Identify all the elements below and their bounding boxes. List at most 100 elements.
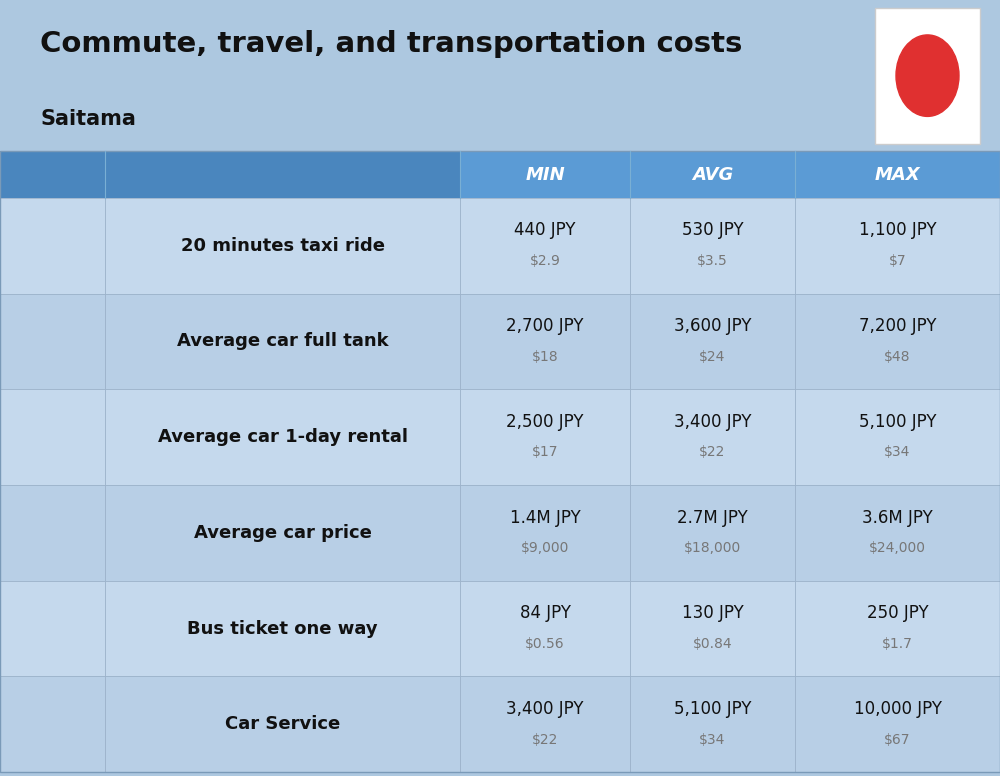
FancyBboxPatch shape — [35, 226, 69, 234]
Text: $22: $22 — [532, 733, 558, 747]
Circle shape — [24, 456, 35, 467]
Text: $34: $34 — [699, 733, 726, 747]
FancyBboxPatch shape — [10, 520, 95, 559]
FancyBboxPatch shape — [26, 509, 79, 532]
FancyBboxPatch shape — [33, 514, 72, 528]
Text: 440 JPY: 440 JPY — [514, 221, 576, 240]
Text: Average car price: Average car price — [194, 524, 371, 542]
Text: $34: $34 — [884, 445, 911, 459]
Text: 1.4M JPY: 1.4M JPY — [510, 508, 580, 527]
Circle shape — [22, 255, 41, 272]
Circle shape — [24, 549, 35, 560]
Text: $22: $22 — [699, 445, 726, 459]
Text: $0.84: $0.84 — [693, 637, 732, 651]
Text: 250 JPY: 250 JPY — [867, 605, 928, 622]
FancyBboxPatch shape — [9, 604, 96, 656]
Circle shape — [70, 746, 81, 756]
Text: 130 JPY: 130 JPY — [682, 605, 743, 622]
Text: $18,000: $18,000 — [684, 541, 741, 555]
Circle shape — [18, 646, 37, 663]
Circle shape — [19, 452, 40, 472]
FancyBboxPatch shape — [16, 626, 26, 642]
FancyBboxPatch shape — [33, 715, 72, 728]
Text: 10,000 JPY: 10,000 JPY — [854, 700, 942, 718]
Text: MAX: MAX — [875, 165, 920, 184]
Circle shape — [70, 549, 81, 560]
Circle shape — [68, 258, 79, 268]
Text: $2.9: $2.9 — [530, 254, 560, 268]
Text: $0.56: $0.56 — [525, 637, 565, 651]
Text: 530 JPY: 530 JPY — [682, 221, 743, 240]
FancyBboxPatch shape — [40, 544, 65, 553]
Text: MIN: MIN — [525, 165, 565, 184]
FancyBboxPatch shape — [875, 8, 980, 144]
FancyBboxPatch shape — [30, 426, 51, 439]
Text: Saitama: Saitama — [40, 109, 136, 129]
Text: $24: $24 — [699, 350, 726, 364]
FancyBboxPatch shape — [31, 320, 57, 333]
FancyBboxPatch shape — [13, 642, 92, 653]
FancyBboxPatch shape — [10, 431, 95, 466]
FancyBboxPatch shape — [15, 535, 34, 546]
Text: 1,100 JPY: 1,100 JPY — [859, 221, 936, 240]
FancyBboxPatch shape — [76, 250, 86, 257]
Circle shape — [20, 742, 39, 760]
Circle shape — [65, 546, 86, 564]
Text: 7,200 JPY: 7,200 JPY — [859, 317, 936, 335]
Circle shape — [65, 452, 86, 472]
Text: 2,500 JPY: 2,500 JPY — [506, 413, 584, 431]
Circle shape — [24, 746, 35, 756]
Text: 20 minutes taxi ride: 20 minutes taxi ride — [181, 237, 385, 255]
Text: Average car full tank: Average car full tank — [177, 332, 388, 351]
Text: $18: $18 — [532, 350, 558, 364]
Text: $24,000: $24,000 — [869, 541, 926, 555]
Text: $7: $7 — [889, 254, 906, 268]
Text: Average car 1-day rental: Average car 1-day rental — [158, 428, 408, 446]
Circle shape — [70, 456, 81, 467]
FancyBboxPatch shape — [18, 615, 30, 628]
Circle shape — [26, 258, 37, 268]
Text: $67: $67 — [884, 733, 911, 747]
FancyBboxPatch shape — [15, 232, 90, 267]
FancyBboxPatch shape — [25, 421, 78, 442]
FancyBboxPatch shape — [34, 224, 52, 239]
FancyBboxPatch shape — [78, 615, 90, 628]
Circle shape — [82, 691, 99, 708]
Circle shape — [19, 546, 40, 564]
FancyBboxPatch shape — [31, 338, 57, 348]
Circle shape — [72, 650, 82, 659]
Text: 2.7M JPY: 2.7M JPY — [677, 508, 748, 527]
FancyBboxPatch shape — [19, 250, 29, 257]
FancyBboxPatch shape — [71, 535, 90, 546]
FancyBboxPatch shape — [34, 615, 46, 628]
FancyBboxPatch shape — [51, 615, 62, 628]
Text: 5,100 JPY: 5,100 JPY — [674, 700, 751, 718]
Circle shape — [86, 696, 95, 704]
FancyBboxPatch shape — [67, 615, 78, 628]
Text: 3.6M JPY: 3.6M JPY — [862, 508, 933, 527]
FancyBboxPatch shape — [21, 313, 67, 379]
Circle shape — [68, 646, 87, 663]
Circle shape — [29, 408, 38, 417]
Text: 3,600 JPY: 3,600 JPY — [674, 317, 751, 335]
Text: $9,000: $9,000 — [521, 541, 569, 555]
Text: TAXI: TAXI — [44, 227, 61, 233]
Text: 3,400 JPY: 3,400 JPY — [674, 413, 751, 431]
Text: 2,700 JPY: 2,700 JPY — [506, 317, 584, 335]
Text: $48: $48 — [884, 350, 911, 364]
Text: $1.7: $1.7 — [882, 637, 913, 651]
Circle shape — [66, 742, 85, 760]
FancyBboxPatch shape — [10, 720, 95, 755]
FancyBboxPatch shape — [79, 342, 92, 359]
Text: $3.5: $3.5 — [697, 254, 728, 268]
FancyBboxPatch shape — [9, 691, 54, 708]
FancyBboxPatch shape — [27, 712, 78, 731]
Circle shape — [64, 255, 83, 272]
Circle shape — [896, 35, 959, 116]
Text: Commute, travel, and transportation costs: Commute, travel, and transportation cost… — [40, 30, 742, 58]
Text: Car Service: Car Service — [225, 715, 340, 733]
Text: $17: $17 — [532, 445, 558, 459]
Text: AVG: AVG — [692, 165, 733, 184]
FancyBboxPatch shape — [53, 224, 72, 239]
Text: 84 JPY: 84 JPY — [520, 605, 570, 622]
